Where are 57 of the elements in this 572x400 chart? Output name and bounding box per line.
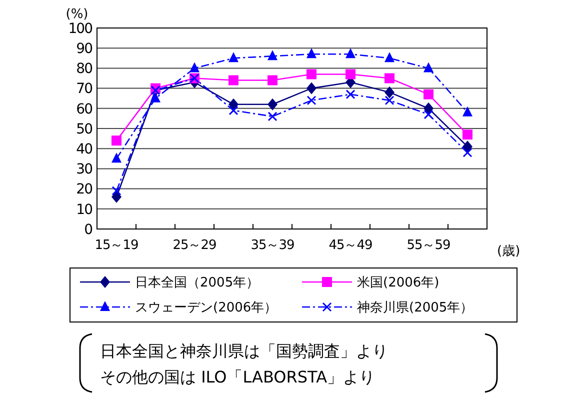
point [268,112,278,122]
point [112,152,122,163]
text: 日本全国と神奈川県は「国勢調査」より [100,342,388,361]
point [190,62,200,72]
point [268,98,278,110]
point [228,52,238,62]
x-tick-label: 45～49 [328,238,373,253]
point [150,92,160,102]
point [228,98,238,110]
point [346,69,356,80]
y-tick-label: 80 [76,61,92,78]
point [228,75,238,86]
point [462,148,472,158]
point [424,110,434,120]
point [306,48,316,58]
y-tick-label: 20 [76,182,92,198]
point [112,190,122,203]
y-tick-label: 50 [76,121,92,138]
point [112,136,122,146]
y-tick-label: 10 [76,202,92,218]
x-tick-label: 35～39 [250,238,295,253]
y-tick-label: 30 [76,162,92,178]
point [424,89,434,100]
point [346,48,356,58]
y-tick-label: 40 [76,142,92,158]
legend-label: 神奈川県(2005年） [357,300,474,316]
point [268,50,278,60]
point [346,90,356,100]
point [384,86,394,98]
x-tick-label: 25～29 [172,238,217,253]
point [462,140,472,153]
y-tick-label: 70 [76,81,92,98]
point [384,52,394,62]
y-tick-label: 100 [68,20,92,37]
point [112,186,122,196]
y-axis-title: (%) [66,7,88,22]
y-tick-label: 0 [84,222,92,238]
x-tick-label: 15～19 [94,238,139,253]
x-axis-title: (歳) [497,244,520,259]
point [424,102,434,114]
point [228,106,238,116]
text: その他の国は ILO「LABORSTA」より [100,368,376,387]
point [268,75,278,86]
legend-label: 米国(2006年) [357,276,440,291]
legend-label: スウェーデン(2006年） [135,300,278,316]
y-tick-label: 90 [76,41,92,57]
legend-label: 日本全国（2005年） [135,276,260,291]
point [462,106,472,116]
x-tick-label: 55～59 [406,238,451,253]
point [462,130,472,140]
point [306,69,316,80]
point [424,62,434,72]
point [306,96,316,106]
point [384,73,394,84]
point [384,96,394,106]
y-tick-label: 60 [76,101,92,118]
point [306,82,316,94]
